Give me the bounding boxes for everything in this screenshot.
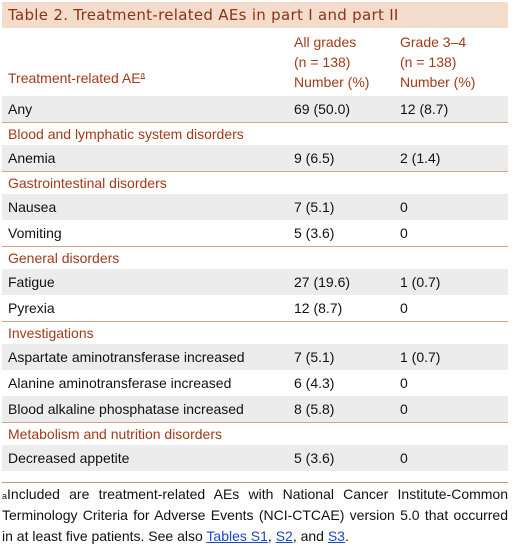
grade-3-4-cell: 0 — [400, 199, 408, 215]
all-grades-cell: 8 (5.8) — [294, 401, 335, 417]
table-body: Any 69 (50.0) 12 (8.7) Blood and lymphatic … — [2, 96, 508, 471]
footnote-end: . — [344, 528, 349, 544]
table-row: Blood alkaline phosphatase increased 8 (5… — [2, 396, 508, 422]
table-bottom-rule — [2, 482, 508, 483]
section-label: Metabolism and nutrition disorders — [8, 426, 222, 442]
grade-3-4-cell: 2 (1.4) — [400, 150, 441, 166]
table-row: Any 69 (50.0) 12 (8.7) — [2, 96, 508, 122]
table-title-bar: Table 2. Treatment-related AEs in part I… — [2, 2, 508, 28]
footnote-sep: , and — [292, 528, 328, 544]
table-row: Decreased appetite 5 (3.6) 0 — [2, 445, 508, 471]
link-table-s3[interactable]: S3 — [327, 528, 345, 544]
section-label: Blood and lymphatic system disorders — [8, 126, 244, 142]
section-label: Investigations — [8, 325, 94, 341]
section-header-row: Blood and lymphatic system disorders — [2, 122, 508, 145]
all-grades-cell: 7 (5.1) — [294, 199, 335, 215]
section-label: Gastrointestinal disorders — [8, 175, 167, 191]
header-grade-3-4: Grade 3–4 (n = 138) Number (%) — [400, 32, 475, 92]
table-row: Anemia 9 (6.5) 2 (1.4) — [2, 145, 508, 171]
row-label: Decreased appetite — [8, 450, 130, 466]
all-grades-cell: 5 (3.6) — [294, 450, 335, 466]
row-label: Nausea — [8, 199, 57, 215]
row-label: Alanine aminotransferase increased — [8, 375, 232, 391]
link-table-s1[interactable]: Tables S1 — [206, 528, 268, 544]
grade-3-4-cell: 0 — [400, 300, 408, 316]
table-row: Aspartate aminotransferase increased 7 (5… — [2, 344, 508, 370]
table-title: Table 2. Treatment-related AEs in part I… — [8, 6, 399, 24]
header-all-grades: All grades (n = 138) Number (%) — [294, 32, 369, 92]
header-line: (n = 138) — [400, 54, 457, 70]
row-label: Pyrexia — [8, 300, 55, 316]
header-line: Grade 3–4 — [400, 34, 467, 50]
grade-3-4-cell: 0 — [400, 450, 408, 466]
table-row: Alanine aminotransferase increased 6 (4.3… — [2, 370, 508, 396]
section-header-row: Gastrointestinal disorders — [2, 171, 508, 194]
all-grades-cell: 6 (4.3) — [294, 375, 335, 391]
all-grades-cell: 27 (19.6) — [294, 274, 351, 290]
header-ae-label: Treatment-related AEa — [8, 70, 145, 86]
row-label: Fatigue — [8, 274, 55, 290]
grade-3-4-cell: 12 (8.7) — [400, 101, 449, 117]
grade-3-4-cell: 0 — [400, 401, 408, 417]
all-grades-cell: 7 (5.1) — [294, 349, 335, 365]
header-ae-footnote-mark: a — [140, 70, 145, 80]
header-line: Number (%) — [294, 74, 370, 90]
footnote-text: Included are treatment-related AEs with … — [2, 486, 508, 544]
header-line: All grades — [294, 34, 357, 50]
row-label: Aspartate aminotransferase increased — [8, 349, 245, 365]
table-row: Fatigue 27 (19.6) 1 (0.7) — [2, 269, 508, 295]
table-footnote: aIncluded are treatment-related AEs with… — [2, 484, 508, 547]
table-row: Pyrexia 12 (8.7) 0 — [2, 295, 508, 321]
all-grades-cell: 9 (6.5) — [294, 150, 335, 166]
all-grades-cell: 69 (50.0) — [294, 101, 351, 117]
row-label: Any — [8, 101, 33, 117]
footnote-sep: , — [267, 528, 276, 544]
row-label: Anemia — [8, 150, 56, 166]
table-header: All grades (n = 138) Number (%) Grade 3–… — [2, 28, 508, 96]
grade-3-4-cell: 1 (0.7) — [400, 274, 441, 290]
all-grades-cell: 12 (8.7) — [294, 300, 343, 316]
table-row: Vomiting 5 (3.6) 0 — [2, 220, 508, 246]
header-line: Number (%) — [400, 74, 476, 90]
table-row: Nausea 7 (5.1) 0 — [2, 194, 508, 220]
grade-3-4-cell: 1 (0.7) — [400, 349, 441, 365]
row-label: Vomiting — [8, 225, 62, 241]
section-header-row: Investigations — [2, 321, 508, 344]
header-line: (n = 138) — [294, 54, 351, 70]
section-header-row: General disorders — [2, 246, 508, 269]
grade-3-4-cell: 0 — [400, 375, 408, 391]
header-ae-text: Treatment-related AE — [8, 70, 141, 86]
row-label: Blood alkaline phosphatase increased — [8, 401, 244, 417]
all-grades-cell: 5 (3.6) — [294, 225, 335, 241]
section-label: General disorders — [8, 250, 120, 266]
grade-3-4-cell: 0 — [400, 225, 408, 241]
link-table-s2[interactable]: S2 — [275, 528, 293, 544]
footnote-mark: a — [2, 491, 8, 501]
section-header-row: Metabolism and nutrition disorders — [2, 422, 508, 445]
